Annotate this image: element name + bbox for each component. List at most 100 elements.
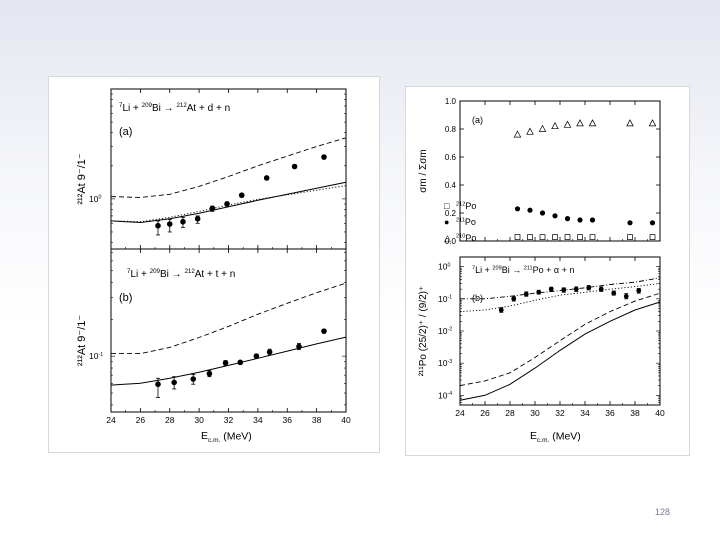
right-b-x-tick-label: 34 [580,408,590,418]
right-b-ytick-label: 100 [438,262,450,272]
right-a-point-210Po [526,127,534,135]
left-b-x-tick-label: 38 [312,415,322,425]
right-b-point [523,291,529,297]
left-b-point [253,353,260,359]
right-b-point [623,293,629,299]
right-a-point-212Po [552,234,558,240]
right-a-point-210Po [563,120,572,128]
right-a-frame [459,100,661,242]
right-a-ytick-label: 0.4 [445,181,457,190]
right-b-point [498,307,504,313]
right-b-x-tick-label: 26 [480,408,490,418]
left-figure-plot: 100 7Li + 209Bi → 212At + d + n (a) ²¹²At 9… [76,88,351,444]
right-a-ytick-label: 0.0 [445,237,457,246]
right-a-point-212Po [527,234,533,240]
right-b-frame [459,256,661,406]
right-b-reaction: 7Li + 209Bi → 211Po + α + n [472,265,574,275]
right-b-curve-dotted [459,283,661,313]
right-b-point [598,286,604,292]
left-b-x-tick-label: 40 [341,415,351,425]
right-b-x-tick-label: 40 [655,408,665,418]
right-b-x-tick-label: 36 [605,408,615,418]
left-figure: 100 7Li + 209Bi → 212At + d + n (a) ²¹²At 9… [48,76,380,453]
left-b-point [266,349,273,355]
right-a-point-211Po [552,213,558,219]
left-b-x-tick-label: 28 [165,415,175,425]
right-a-point-212Po [577,234,583,240]
right-a-point-211Po [539,210,546,216]
left-b-ylabel: ²¹²At 9⁻/1⁻ [76,315,88,367]
left-b-point [321,328,327,334]
right-a-legend-label: 211Po [456,217,476,227]
right-a-ytick-label: 0.2 [445,209,457,218]
right-b-curve-dashdot [460,277,661,300]
right-a-point-211Po [627,220,633,226]
right-a-point-210Po [551,121,559,130]
right-a-point-211Po [514,206,521,212]
right-a-point-212Po [539,234,546,240]
right-b-point [636,288,642,294]
right-a-ytick-label: 0.8 [445,125,457,134]
right-a-legend-symbol: ● [444,217,449,227]
right-b-x-tick-label: 24 [455,408,465,418]
left-b-point [206,370,213,377]
left-xlabel: Ec.m. (MeV) [201,430,252,444]
left-a-point [166,221,173,227]
right-a-point-212Po [589,234,596,240]
left-b-x-tick-label: 30 [194,415,204,425]
right-xlabel: Ec.m. (MeV) [530,430,581,444]
right-b-point [548,286,554,292]
right-b-point [511,296,517,302]
right-a-panel-label: (a) [472,115,483,125]
right-a-legend-symbol: □ [444,201,450,211]
left-b-point [190,376,197,382]
left-a-point [155,222,161,229]
left-b-curve-dashed [111,282,347,355]
right-a-point-210Po [626,119,634,127]
left-a-point [224,201,230,207]
left-b-point [237,359,244,366]
right-a-point-210Po [576,119,584,127]
left-b-reaction: 7Li + 209Bi → 212At + t + n [127,268,235,280]
right-figure: 0.0 0.2 0.4 0.6 0.8 1.0 (a) □ 212Po ● 211Po △ 210Po σ… [405,86,690,456]
right-a-point-210Po [588,119,597,127]
right-b-point [586,285,592,291]
right-b-point [561,287,567,293]
right-a-legend-symbol: △ [444,233,451,243]
right-b-curve-dashed [459,292,661,387]
left-b-panel-label: (b) [119,292,132,304]
left-b-point [296,343,302,350]
right-a-ytick-label: 1.0 [445,97,457,106]
slide-number: 128 [655,507,671,517]
right-b-point [573,286,579,292]
right-a-point-211Po [649,220,656,226]
left-b-curve-solid [110,336,347,386]
right-b-x-tick-label: 30 [530,408,540,418]
right-a-point-210Po [648,119,657,127]
right-b-ylabel: ²¹¹Po (25/2)⁺ / (9/2)⁺ [418,286,429,377]
right-a-point-211Po [589,217,596,223]
right-a-legend-label: 212Po [456,201,476,211]
left-a-curve-dashed [110,137,347,198]
left-a-point [263,175,270,181]
left-a-reaction-text: 7Li + 209Bi → 212At + d + n [119,102,230,114]
right-b-x-tick-label: 28 [505,408,515,418]
left-b-x-tick-label: 24 [106,415,116,425]
right-a-point-212Po [627,234,633,240]
left-b-point [222,360,229,366]
left-a-point [321,154,327,160]
left-a-curve-solid [110,181,347,224]
right-a-point-210Po [513,130,522,138]
right-a-point-212Po [649,234,656,240]
right-b-ytick-label: 10-2 [438,326,452,336]
right-b-ytick-label: 10-4 [438,390,452,400]
right-b-point [536,289,542,295]
right-b-curve-solid [459,301,661,401]
left-b-point [155,381,161,388]
right-a-ylabel: σm / Σσm [418,149,429,193]
left-b-point [171,379,177,386]
left-b-x-tick-label: 32 [224,415,234,425]
right-a-point-212Po [514,234,521,240]
right-a-legend-label: 210Po [456,233,476,243]
left-b-x-tick-label: 26 [136,415,146,425]
